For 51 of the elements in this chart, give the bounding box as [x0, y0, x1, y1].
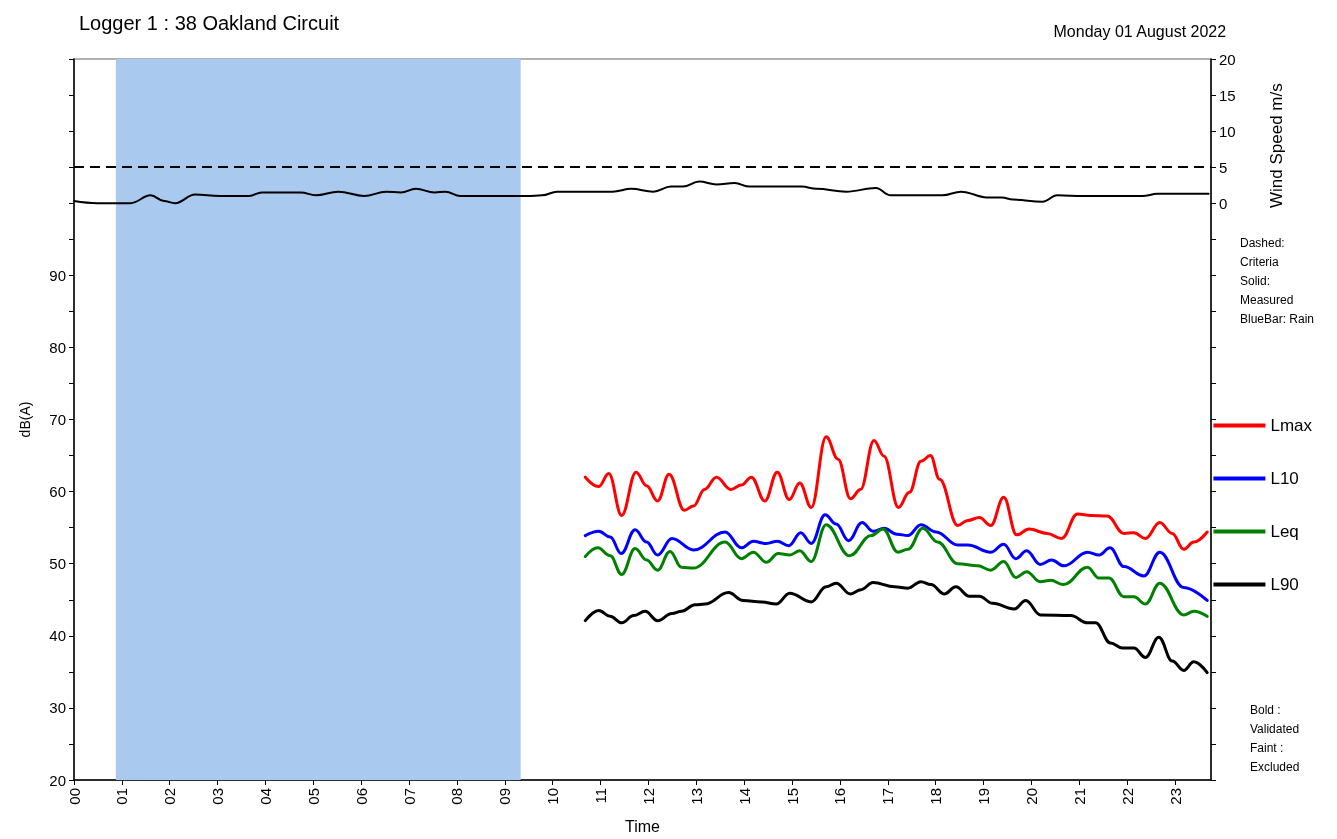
x-tick-label: 12: [639, 788, 657, 805]
y2-tick-label: 15: [1219, 86, 1236, 104]
legend-label: Leq: [1270, 522, 1299, 541]
legend-label: L90: [1270, 575, 1299, 594]
x-tick-label: 20: [1022, 788, 1040, 805]
x-tick-label: 21: [1070, 788, 1088, 805]
x-tick-label: 17: [879, 788, 897, 805]
x-tick-label: 15: [783, 788, 801, 805]
x-tick-label: 06: [352, 788, 370, 805]
y-axis-title: dB(A): [17, 401, 33, 438]
x-tick-label: 05: [304, 788, 322, 805]
x-tick-label: 13: [687, 788, 705, 805]
chart-title: Logger 1 : 38 Oakland Circuit: [79, 12, 340, 34]
text: Bold : Validated Faint : Excluded: [1250, 702, 1300, 774]
x-tick-label: 07: [400, 788, 418, 805]
y-tick-label: 50: [49, 555, 66, 573]
legend-label: L10: [1270, 469, 1299, 488]
y2-tick-label: 5: [1219, 158, 1228, 176]
y-tick-label: 80: [49, 338, 66, 356]
text: Dashed: Criteria Solid: Measured BlueBar: Rain: [1240, 235, 1315, 326]
x-axis-title: Time: [625, 817, 661, 835]
line-series: [583, 513, 1209, 602]
line-series: [583, 435, 1209, 551]
y2-tick-label: 0: [1219, 194, 1228, 212]
y-tick-label: 70: [49, 411, 66, 428]
x-tick-label: 03: [209, 788, 227, 805]
y-tick-label: 90: [49, 266, 66, 284]
x-tick-label: 18: [927, 788, 945, 805]
line-series: [583, 523, 1209, 618]
y2-tick-label: 10: [1219, 122, 1236, 140]
x-tick-label: 08: [448, 788, 466, 805]
x-tick-label: 11: [592, 788, 610, 804]
x-tick-label: 22: [1118, 788, 1136, 805]
x-tick-label: 14: [735, 788, 753, 805]
y-tick-label: 60: [49, 483, 66, 501]
x-tick-label: 00: [65, 788, 83, 805]
y-tick-label: 40: [49, 627, 66, 645]
x-tick-label: 09: [496, 788, 514, 805]
x-tick-label: 19: [975, 788, 993, 805]
legend-label: Lmax: [1270, 416, 1313, 435]
x-tick-label: 02: [161, 788, 179, 805]
x-tick-label: 01: [113, 788, 131, 805]
x-tick-label: 10: [544, 788, 562, 805]
x-tick-label: 23: [1166, 788, 1184, 805]
x-tick-label: 16: [831, 788, 849, 805]
y-tick-label: 20: [49, 771, 66, 789]
y-tick-label: 30: [49, 699, 66, 717]
x-tick-label: 04: [256, 788, 274, 805]
chart-subtitle: Monday 01 August 2022: [1053, 22, 1227, 40]
y2-tick-label: 20: [1219, 50, 1236, 68]
y2-axis-title: Wind Speed m/s: [1267, 83, 1286, 208]
